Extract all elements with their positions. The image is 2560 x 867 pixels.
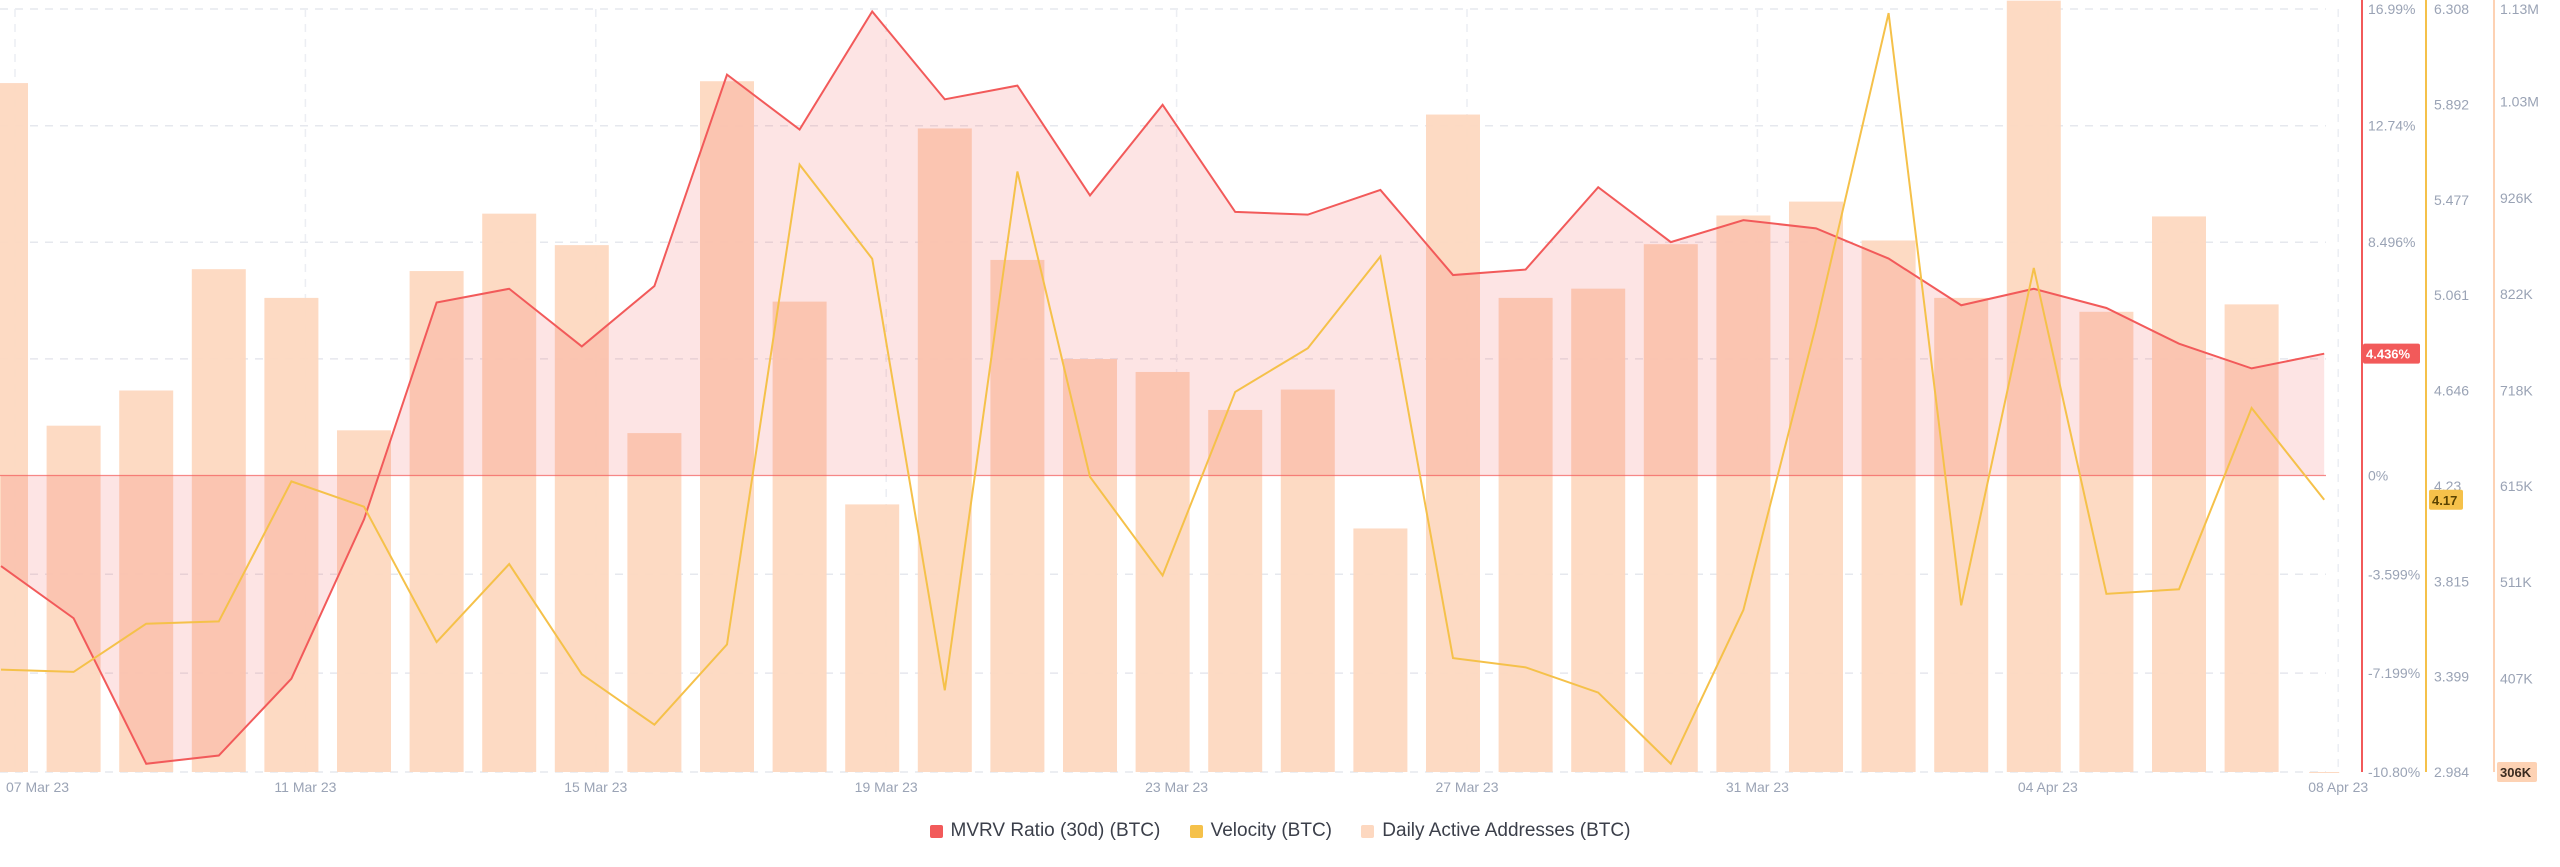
x-tick-label: 31 Mar 23	[1726, 779, 1789, 795]
legend-swatch-daa	[1361, 824, 1375, 838]
daa-tick-label: 926K	[2500, 190, 2533, 206]
daa-bar	[1716, 215, 1771, 772]
x-tick-label: 15 Mar 23	[564, 779, 627, 795]
x-tick-label: 27 Mar 23	[1435, 779, 1498, 795]
mvrv-last-value-bg	[2363, 343, 2420, 364]
daa-bar	[990, 259, 1045, 772]
legend-item-velocity[interactable]: Velocity (BTC)	[1189, 820, 1333, 842]
daa-bar	[1789, 201, 1843, 773]
daa-bar	[482, 213, 537, 773]
velocity-line-layer	[0, 12, 2325, 766]
daa-bar	[1861, 240, 1916, 772]
velocity-tick-label: 6.308	[2434, 1, 2469, 17]
daa-bar	[772, 301, 827, 772]
mvrv-tick-label: 12.74%	[2368, 118, 2415, 134]
velocity-tick-label: 4.646	[2434, 383, 2469, 399]
daa-last-value-bg	[2497, 762, 2537, 782]
mvrv-tick-label: -10.80%	[2368, 764, 2420, 780]
daa-bar	[2152, 216, 2206, 772]
velocity-tick-label: 5.892	[2434, 96, 2469, 112]
legend-label-mvrv: MVRV Ratio (30d) (BTC)	[950, 820, 1161, 841]
legend-item-mvrv[interactable]: MVRV Ratio (30d) (BTC)	[929, 820, 1161, 842]
mvrv-tick-label: 8.496%	[2368, 234, 2415, 250]
legend-item-daa[interactable]: Daily Active Addresses (BTC)	[1361, 820, 1630, 842]
daa-bar	[0, 83, 28, 773]
daa-bar	[2224, 304, 2279, 772]
velocity-tick-label: 3.815	[2434, 573, 2469, 589]
daa-last-value: 306K	[2500, 765, 2532, 780]
daa-bar	[627, 433, 682, 772]
mvrv-line-layer	[0, 9, 2325, 765]
daa-bar	[1353, 528, 1408, 772]
velocity-last-value-bg	[2429, 489, 2463, 510]
daa-bar	[700, 81, 754, 773]
legend-label-velocity: Velocity (BTC)	[1210, 820, 1333, 841]
mvrv-tick-label: -7.199%	[2368, 665, 2420, 681]
daa-bar	[1498, 297, 1553, 772]
daa-tick-label: 822K	[2500, 286, 2533, 302]
daa-tick-label: 511K	[2500, 574, 2532, 590]
velocity-tick-label: 3.399	[2434, 669, 2469, 685]
daa-bar	[554, 245, 609, 773]
chart: 16.99% 12.74% 8.496% 0% -3.599% -7.199% -10.80…	[0, 0, 2539, 795]
daa-bar	[845, 504, 900, 772]
daa-tick-label: 407K	[2500, 670, 2533, 686]
mvrv-area	[0, 11, 2326, 764]
daa-bar	[2079, 311, 2134, 772]
x-tick-label: 11 Mar 23	[274, 779, 336, 795]
mvrv-area-fill	[1, 11, 2325, 764]
mvrv-last-value: 4.436%	[2366, 347, 2411, 362]
x-tick-label: 08 Apr 23	[2308, 779, 2368, 795]
daa-bar	[1934, 297, 1989, 772]
legend-swatch-mvrv	[929, 824, 943, 838]
velocity-last-value: 4.17	[2432, 493, 2457, 508]
x-tick-label: 23 Mar 23	[1145, 779, 1208, 795]
x-tick-label: 07 Mar 23	[6, 779, 69, 795]
daa-tick-label: 615K	[2500, 478, 2533, 494]
daa-bar	[46, 425, 101, 772]
daa-tick-label: 1.03M	[2500, 94, 2539, 110]
daa-bar	[1280, 389, 1335, 772]
legend-swatch-velocity	[1189, 824, 1203, 838]
legend: MVRV Ratio (30d) (BTC) Velocity (BTC) Da…	[0, 820, 2560, 844]
daa-bar	[2006, 0, 2061, 773]
daa-bar	[191, 269, 246, 772]
daa-bar	[1135, 371, 1190, 772]
x-tick-label: 19 Mar 23	[855, 779, 918, 795]
daa-bar	[337, 430, 391, 772]
daa-tick-label: 718K	[2500, 383, 2533, 399]
daa-bar	[119, 390, 174, 772]
daa-bar	[917, 128, 972, 772]
axes: 16.99% 12.74% 8.496% 0% -3.599% -7.199% -10.80…	[6, 0, 2539, 795]
daa-bar	[1208, 409, 1263, 772]
daa-tick-label: 1.13M	[2500, 1, 2539, 17]
velocity-tick-label: 5.477	[2434, 192, 2469, 208]
mvrv-tick-label: 16.99%	[2368, 1, 2415, 17]
daa-bar	[2309, 772, 2340, 773]
daa-bar	[1643, 244, 1698, 773]
daa-bar	[1571, 288, 1626, 772]
daa-bar	[264, 297, 319, 772]
velocity-tick-label: 2.984	[2434, 764, 2469, 780]
mvrv-tick-label: -3.599%	[2368, 566, 2420, 582]
daa-bar	[1426, 114, 1480, 773]
daa-bar	[1063, 359, 1117, 772]
x-tick-label: 04 Apr 23	[2018, 779, 2078, 795]
velocity-tick-label: 5.061	[2434, 287, 2469, 303]
legend-label-daa: Daily Active Addresses (BTC)	[1382, 820, 1631, 841]
mvrv-tick-label: 0%	[2368, 467, 2388, 483]
